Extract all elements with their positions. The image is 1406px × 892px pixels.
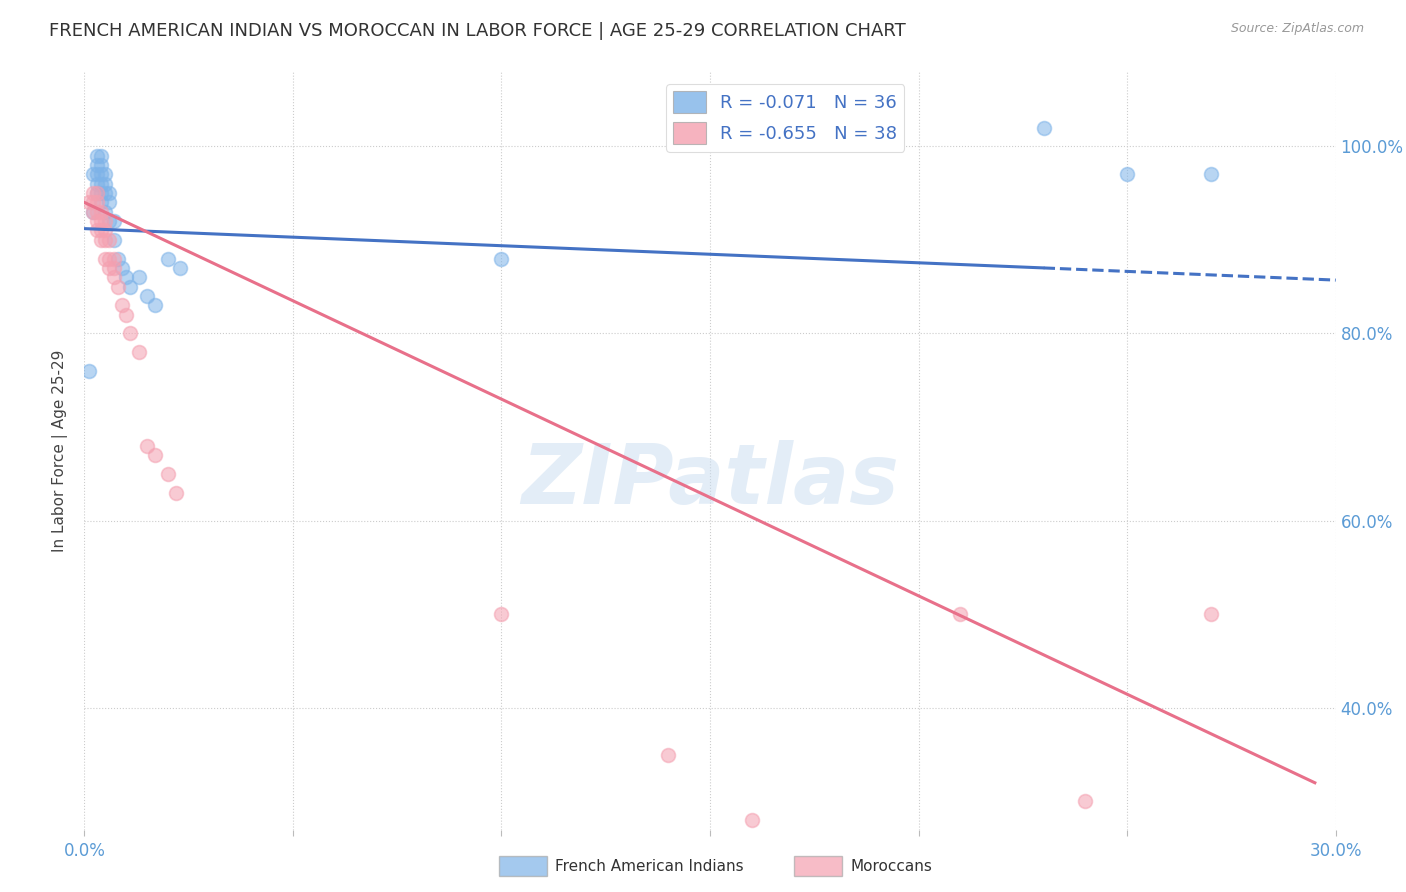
Point xyxy=(1199,167,1222,181)
Point xyxy=(115,270,138,285)
Point xyxy=(156,467,179,481)
Point xyxy=(86,167,108,181)
Point xyxy=(111,298,134,312)
Point xyxy=(1074,795,1097,809)
Point xyxy=(90,195,112,210)
Point xyxy=(86,177,108,191)
Text: French American Indians: French American Indians xyxy=(555,859,744,873)
Point xyxy=(98,252,121,266)
Point xyxy=(169,260,191,275)
Point xyxy=(98,233,121,247)
Point xyxy=(94,233,117,247)
Y-axis label: In Labor Force | Age 25-29: In Labor Force | Age 25-29 xyxy=(52,350,69,551)
Legend: R = -0.071   N = 36, R = -0.655   N = 38: R = -0.071 N = 36, R = -0.655 N = 38 xyxy=(666,84,904,152)
Point xyxy=(98,214,121,228)
Point xyxy=(120,279,142,293)
Point xyxy=(1199,607,1222,622)
Text: Source: ZipAtlas.com: Source: ZipAtlas.com xyxy=(1230,22,1364,36)
Point xyxy=(103,233,125,247)
Point xyxy=(120,326,142,341)
Point xyxy=(94,177,117,191)
Point xyxy=(136,439,159,453)
Point xyxy=(115,308,138,322)
Point xyxy=(86,186,108,200)
Point xyxy=(90,158,112,172)
Point xyxy=(82,204,104,219)
Point xyxy=(94,223,117,237)
Point xyxy=(657,747,679,762)
Point xyxy=(741,814,763,828)
Point xyxy=(86,195,108,210)
Point xyxy=(86,148,108,162)
Point xyxy=(103,252,125,266)
Point xyxy=(103,214,125,228)
Point xyxy=(90,148,112,162)
Point xyxy=(103,270,125,285)
Point xyxy=(94,204,117,219)
Point xyxy=(82,195,104,210)
Point xyxy=(86,214,108,228)
Point xyxy=(143,298,166,312)
Point xyxy=(491,607,513,622)
Point xyxy=(90,223,112,237)
Point xyxy=(949,607,972,622)
Point xyxy=(1116,167,1139,181)
Point xyxy=(94,167,117,181)
Point xyxy=(156,252,179,266)
Point xyxy=(107,279,129,293)
Point xyxy=(82,167,104,181)
Point xyxy=(90,186,112,200)
Point xyxy=(107,252,129,266)
Point xyxy=(98,260,121,275)
Point xyxy=(128,270,150,285)
Point xyxy=(98,195,121,210)
Point xyxy=(82,186,104,200)
Point xyxy=(103,260,125,275)
Point xyxy=(94,186,117,200)
Point xyxy=(90,167,112,181)
Point xyxy=(128,345,150,359)
Text: FRENCH AMERICAN INDIAN VS MOROCCAN IN LABOR FORCE | AGE 25-29 CORRELATION CHART: FRENCH AMERICAN INDIAN VS MOROCCAN IN LA… xyxy=(49,22,905,40)
Point xyxy=(165,485,187,500)
Point xyxy=(86,223,108,237)
Point xyxy=(98,186,121,200)
Text: Moroccans: Moroccans xyxy=(851,859,932,873)
Point xyxy=(94,252,117,266)
Point xyxy=(82,204,104,219)
Point xyxy=(77,195,100,210)
Point xyxy=(90,177,112,191)
Point xyxy=(94,214,117,228)
Point xyxy=(86,158,108,172)
Point xyxy=(86,204,108,219)
Point xyxy=(90,204,112,219)
Point xyxy=(111,260,134,275)
Text: ZIPatlas: ZIPatlas xyxy=(522,441,898,521)
Point xyxy=(86,186,108,200)
Point xyxy=(143,448,166,462)
Point xyxy=(90,214,112,228)
Point xyxy=(136,289,159,303)
Point xyxy=(1032,120,1054,135)
Point xyxy=(90,233,112,247)
Point xyxy=(77,364,100,378)
Point xyxy=(491,252,513,266)
